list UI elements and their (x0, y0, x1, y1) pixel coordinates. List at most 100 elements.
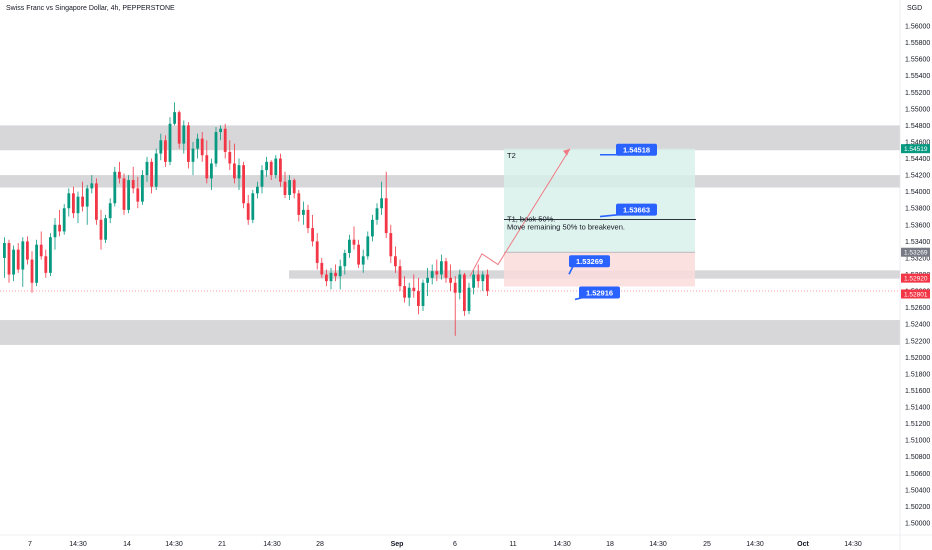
y-tick-label: 1.56000 (905, 24, 930, 31)
y-tick-label: 1.51400 (905, 405, 930, 412)
candle-body (444, 261, 448, 278)
candle-body (223, 128, 227, 152)
candle (325, 269, 328, 287)
candle (306, 204, 310, 234)
candle-body (85, 188, 89, 207)
x-tick-label: 21 (218, 541, 226, 548)
callout-label: 1.52916 (586, 288, 613, 297)
price-callout: 1.53269 (568, 255, 610, 275)
candle-body (256, 186, 259, 194)
demand-zone-bottom (0, 320, 900, 345)
arrow-head (563, 148, 570, 156)
candle (62, 204, 66, 235)
x-tick-label: 7 (28, 541, 32, 548)
candle (384, 171, 388, 239)
candle (219, 125, 222, 141)
price-tag-current: 1.52801 (901, 289, 930, 299)
x-tick-label: 14:30 (553, 541, 571, 548)
price-tag-label: 1.53269 (904, 250, 928, 257)
candle (242, 161, 245, 209)
x-tick-label: 14:30 (844, 541, 862, 548)
candle-body (39, 244, 43, 257)
candle (421, 279, 425, 311)
candle-body (302, 209, 305, 215)
candle (122, 173, 126, 215)
price-tag-label: 1.54519 (904, 146, 928, 153)
candle-body (168, 123, 172, 162)
candle-body (16, 249, 20, 270)
candle-body (104, 218, 107, 240)
candle-body (274, 158, 278, 176)
candle-body (458, 274, 462, 293)
candle-body (113, 171, 117, 204)
x-tick-label: 14:30 (649, 541, 667, 548)
candle (444, 257, 448, 283)
candle (150, 158, 153, 194)
y-tick-label: 1.53400 (905, 239, 930, 246)
candle-body (246, 203, 250, 220)
candle-body (164, 140, 167, 162)
candle (375, 203, 379, 225)
candle-body (426, 277, 429, 283)
candle-body (361, 256, 365, 265)
currency-label: SGD (907, 5, 922, 12)
candle-body (311, 228, 314, 242)
candle-body (375, 208, 379, 220)
t2-label: T2 (507, 151, 516, 160)
candle-body (30, 259, 34, 283)
candle-body (173, 112, 176, 124)
candle (49, 233, 52, 277)
candle (453, 276, 457, 336)
candle-body (205, 155, 209, 179)
candle-body (62, 208, 66, 232)
candle (233, 143, 236, 184)
candle (196, 133, 199, 159)
candle-body (329, 272, 333, 282)
candle (108, 198, 112, 224)
candle-body (81, 196, 84, 207)
candle (81, 181, 84, 212)
candle (141, 170, 144, 205)
candle (177, 110, 181, 149)
y-tick-label: 1.53800 (905, 206, 930, 213)
y-tick-label: 1.55800 (905, 40, 930, 47)
candle-body (421, 282, 425, 306)
candle (403, 276, 406, 303)
candle (467, 282, 471, 315)
trade-layer (0, 148, 900, 292)
y-tick-label: 1.52600 (905, 305, 930, 312)
candle-body (380, 198, 383, 209)
candle (361, 249, 365, 273)
candle (44, 249, 48, 278)
candle-body (486, 274, 489, 292)
candle-body (210, 163, 213, 179)
candle-body (463, 274, 466, 311)
candle-body (49, 237, 52, 273)
x-tick-label: Oct (797, 541, 809, 548)
y-tick-label: 1.53600 (905, 222, 930, 229)
x-tick-label: 14 (123, 541, 131, 548)
x-tick-label: 14:30 (746, 541, 764, 548)
t1-note-line1: T1, book 50%. (507, 215, 555, 224)
candle (187, 122, 190, 169)
candle (265, 156, 268, 177)
x-tick-label: 25 (703, 541, 711, 548)
candle-body (481, 274, 485, 282)
candle (127, 175, 130, 214)
y-tick-label: 1.55400 (905, 73, 930, 80)
x-tick-label: 6 (453, 541, 457, 548)
candle-body (233, 163, 236, 179)
candle-body (453, 282, 457, 293)
candle (398, 259, 402, 292)
candle (256, 181, 259, 199)
candle (302, 201, 305, 225)
candle-body (403, 286, 406, 298)
callout-box (616, 203, 657, 216)
candle-body (95, 183, 98, 220)
candle (394, 246, 397, 273)
candle-body (72, 193, 75, 214)
y-tick-label: 1.53200 (905, 255, 930, 262)
candle-body (214, 132, 218, 164)
y-tick-label: 1.50000 (905, 521, 930, 528)
